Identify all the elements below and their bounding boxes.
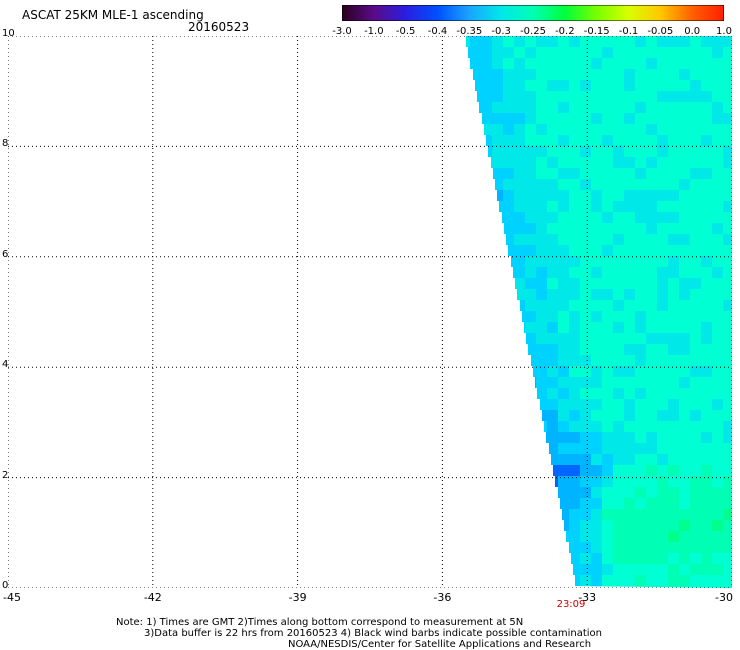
latitude-label: 6 — [2, 248, 9, 260]
longitude-label: -30 — [715, 591, 733, 604]
note-line-2: 3)Data buffer is 22 hrs from 20160523 4)… — [144, 628, 602, 639]
product-date: 20160523 — [188, 20, 250, 34]
colorbar-tick: 0.0 — [684, 26, 701, 37]
colorbar-tick: -0.35 — [456, 26, 483, 37]
latitude-label: 10 — [2, 28, 15, 39]
latitude-label: 4 — [2, 359, 9, 371]
colorbar-tick: -0.25 — [520, 26, 546, 37]
colorbar-tick: -0.15 — [583, 26, 610, 37]
colorbar-tick-labels: -3.0 -1.0 -0.5 -0.4 -0.35 -0.3 -0.25 -0.2 -0.15-… — [330, 26, 736, 38]
longitude-label: -45 — [3, 591, 21, 604]
colorbar-tick: -1.0 — [364, 26, 384, 37]
product-title: ASCAT 25KM MLE-1 ascending — [22, 8, 204, 22]
longitude-label: -36 — [433, 591, 452, 604]
colorbar-gradient — [342, 5, 724, 21]
longitude-label: -42 — [143, 591, 162, 604]
colorbar-tick: -0.5 — [395, 26, 416, 37]
colorbar-tick: -0.4 — [427, 26, 448, 37]
colorbar-tick: -0.2 — [555, 26, 575, 37]
colorbar-tick: -3.0 — [332, 26, 352, 37]
colorbar-tick: -0.05 — [647, 26, 674, 37]
latitude-label: 2 — [2, 469, 9, 481]
note-line-1: Note: 1) Times are GMT 2)Times along bot… — [116, 617, 524, 628]
swath-time-label: 23:09 — [556, 599, 586, 610]
longitude-label: -33 — [578, 591, 597, 604]
colorbar-tick: -0.3 — [491, 26, 511, 37]
map-plot — [8, 36, 732, 588]
note-line-3: NOAA/NESDIS/Center for Satellite Applica… — [288, 639, 592, 650]
colorbar-tick: 1.0 — [716, 26, 732, 37]
longitude-label: -39 — [288, 591, 307, 604]
latitude-label: 0 — [2, 580, 9, 591]
colorbar — [342, 5, 724, 21]
colorbar-tick: -0.1 — [618, 26, 639, 37]
swath-field — [466, 36, 732, 588]
latitude-label: 8 — [2, 138, 9, 150]
